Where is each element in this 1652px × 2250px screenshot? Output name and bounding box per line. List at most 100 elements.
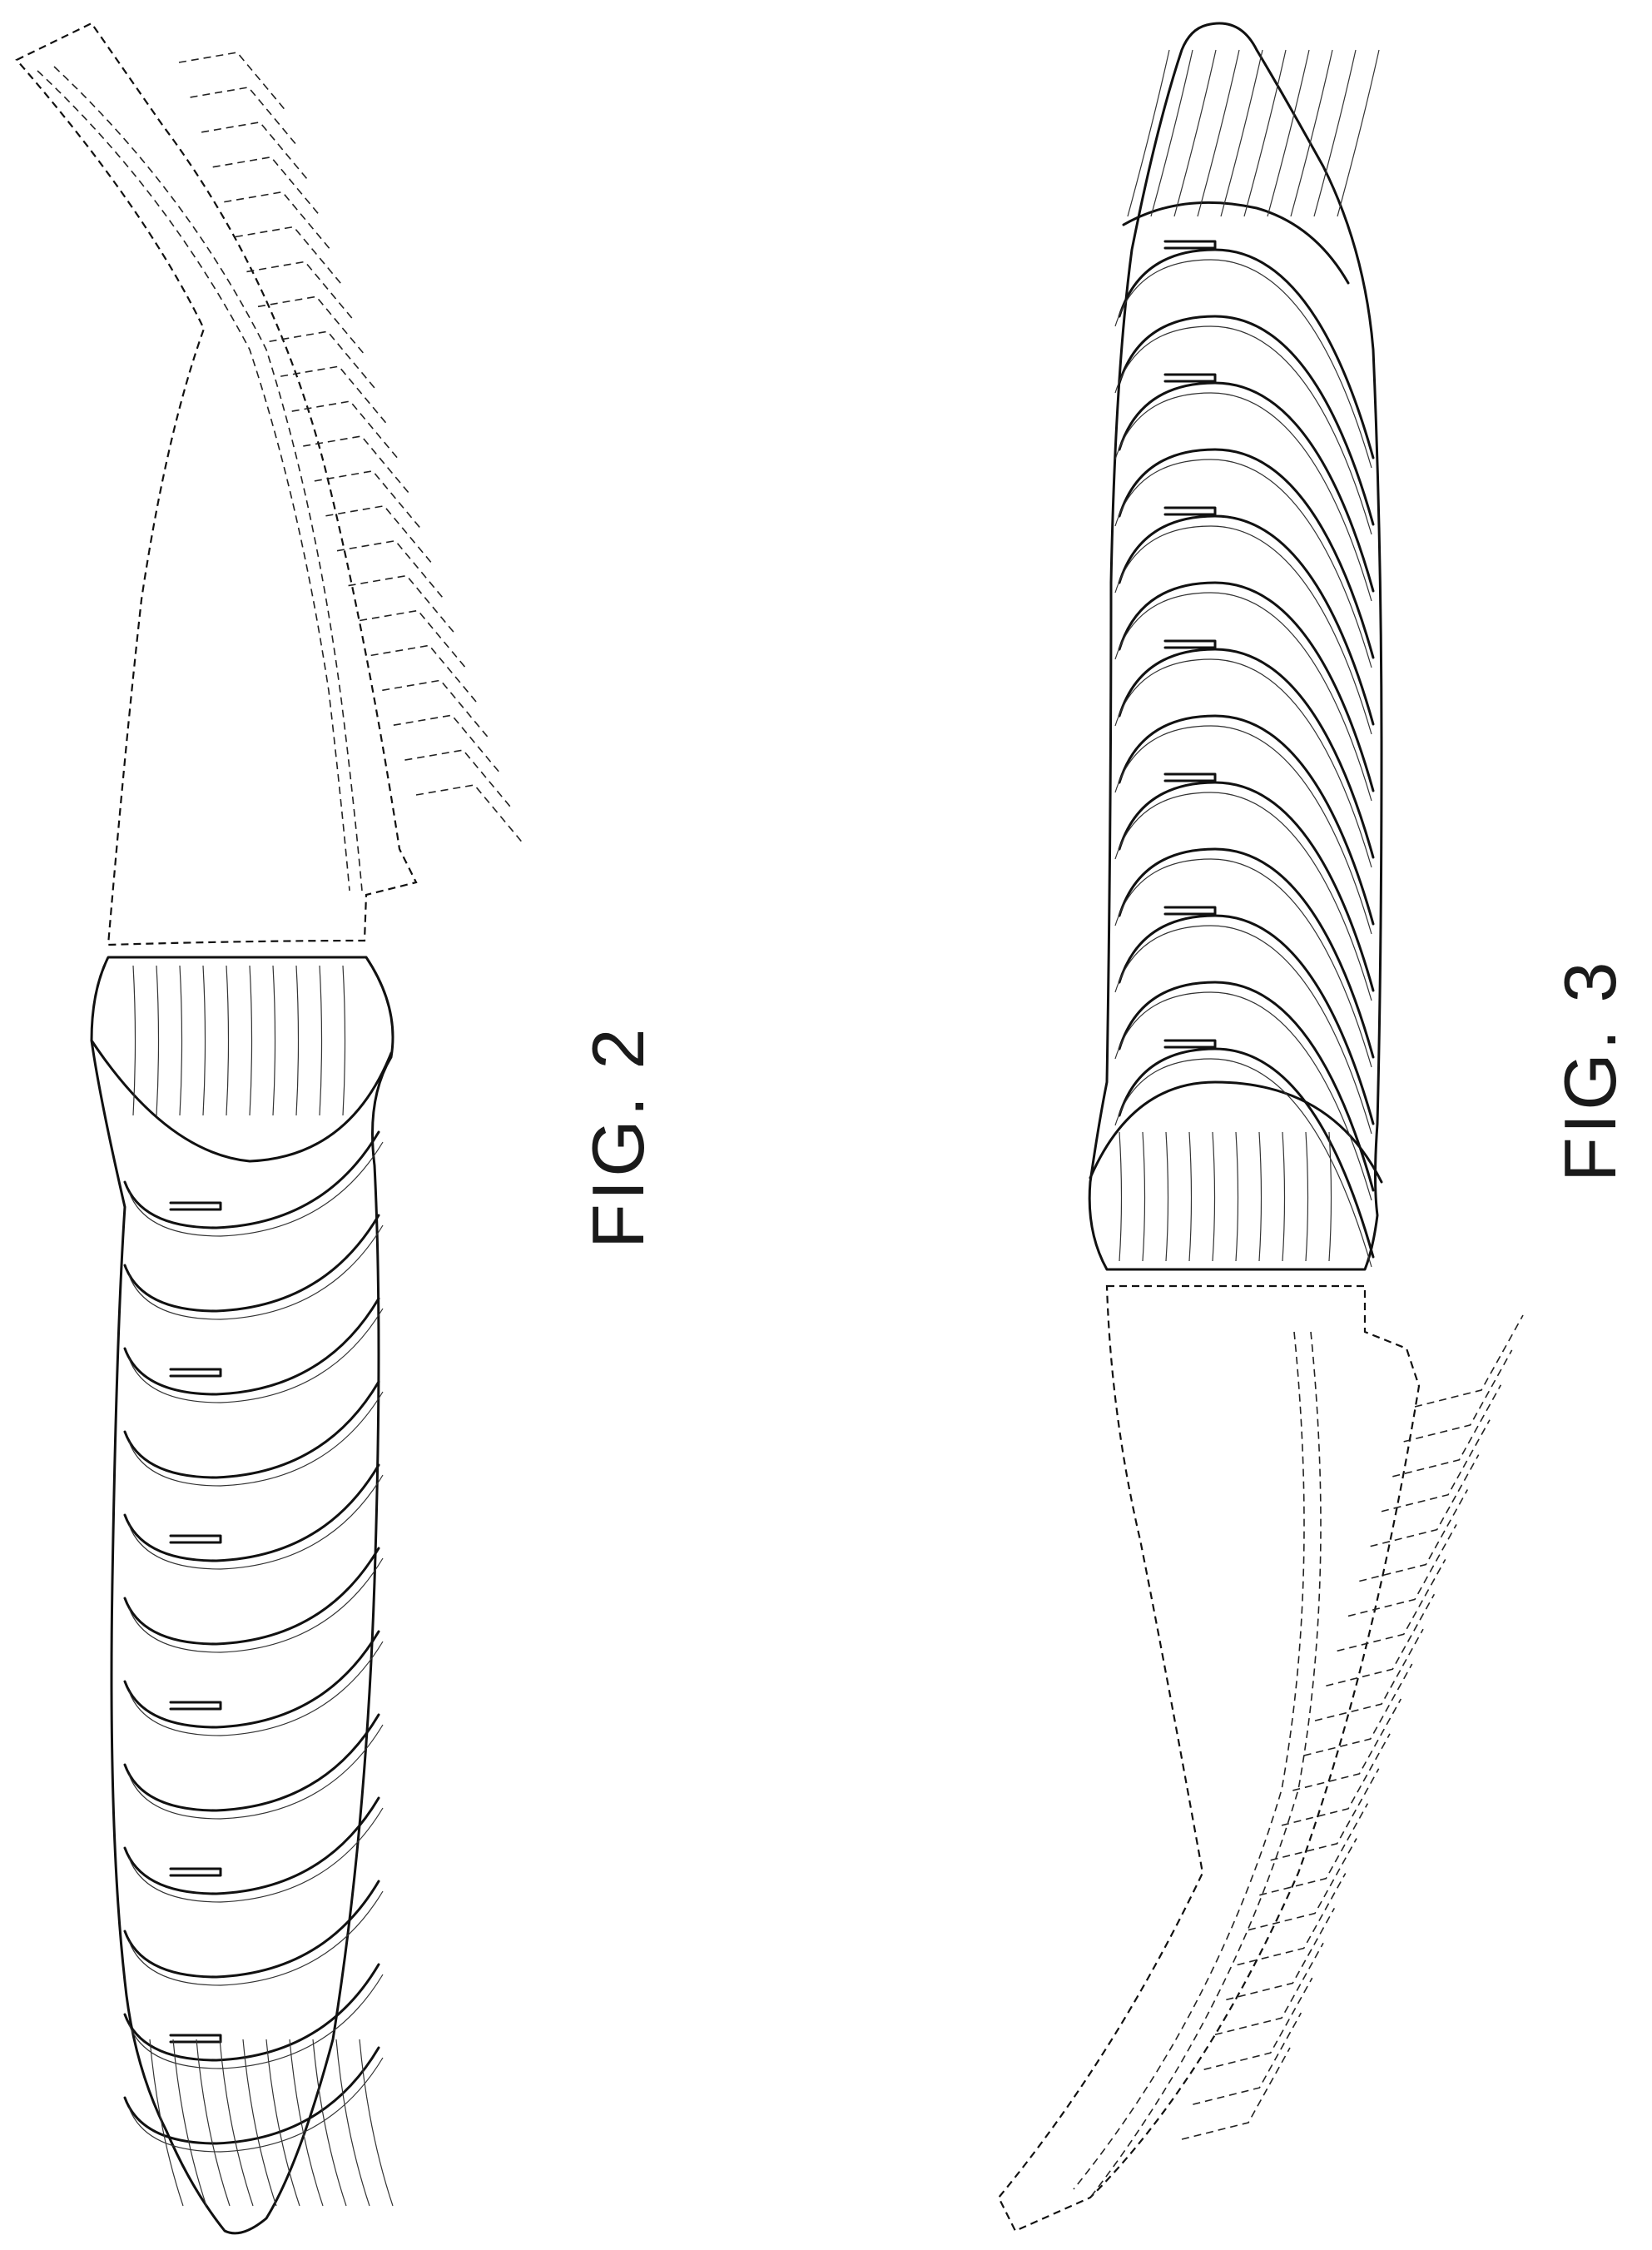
fig3-groove	[1119, 1049, 1373, 1257]
fig3-groove-edge	[1115, 792, 1372, 1001]
fig3-groove	[1119, 982, 1373, 1190]
fig2-hatch-line	[360, 2039, 393, 2206]
fig2-bristle	[270, 331, 378, 391]
fig2-bristle	[213, 157, 321, 217]
fig3-hatch-line	[1244, 50, 1286, 216]
fig3-slot	[1165, 907, 1215, 914]
fig3-hatch-line	[1198, 50, 1239, 216]
fig2-hatch-line	[203, 966, 206, 1115]
fig3-groove	[1119, 250, 1373, 458]
fig2-grip-grooves	[125, 1132, 383, 2152]
fig3-groove	[1119, 450, 1373, 658]
fig3-slot	[1165, 774, 1215, 781]
fig3-groove-edge	[1115, 992, 1372, 1200]
fig2-groove	[125, 1798, 379, 1894]
fig2-bristle	[382, 680, 490, 740]
fig2-slot	[171, 1536, 221, 1542]
fig2-bristle	[191, 87, 299, 147]
fig3-groove	[1119, 383, 1373, 591]
fig2-groove	[125, 1215, 379, 1311]
fig3-hatch-line	[1282, 1132, 1285, 1261]
fig3-bristles	[1182, 1315, 1523, 2139]
fig3-groove-edge	[1115, 726, 1372, 934]
fig2-hatch-line	[250, 966, 252, 1115]
fig3-bristle	[1415, 1315, 1523, 1407]
fig3-slot	[1165, 641, 1215, 648]
fig2-bristle	[325, 506, 434, 566]
fig2-hatch-line	[156, 966, 159, 1115]
fig2-bristle	[360, 610, 468, 670]
fig2-brush-head	[17, 23, 524, 945]
fig3-slot	[1165, 1041, 1215, 1047]
fig2-groove	[125, 1548, 379, 1644]
fig2-groove	[125, 1465, 379, 1561]
fig3-groove-edge	[1115, 260, 1372, 468]
fig3-hatch-line	[1259, 1132, 1262, 1261]
fig3-groove	[1119, 316, 1373, 524]
fig2-groove	[125, 1132, 379, 1228]
fig3-hatch-line	[1221, 50, 1263, 216]
fig3-groove-edge	[1115, 593, 1372, 801]
fig3-groove	[1119, 516, 1373, 724]
fig2-bristles	[179, 52, 524, 845]
fig3-groove	[1119, 849, 1373, 1057]
fig2-drawing	[17, 23, 524, 2233]
fig3-slot	[1165, 241, 1215, 248]
fig3-groove-edge	[1115, 526, 1372, 734]
fig3-groove	[1119, 916, 1373, 1124]
fig2-groove	[125, 1299, 379, 1394]
fig3-groove	[1119, 782, 1373, 991]
fig2-slot	[171, 1869, 221, 1875]
fig3-hatch-line	[1329, 1132, 1332, 1261]
fig3-grip-slots	[1165, 241, 1215, 1047]
fig2-hatch-line	[313, 2039, 346, 2206]
fig3-hatch-line	[1306, 1132, 1308, 1261]
fig3-drawing	[999, 23, 1523, 2231]
fig3-hatch-line	[1166, 1132, 1168, 1261]
fig3-slot	[1165, 508, 1215, 514]
fig2-hatch-line	[336, 2039, 370, 2206]
fig2-bristle	[236, 227, 344, 287]
fig2-hatch-line	[226, 966, 229, 1115]
fig2-groove	[125, 1964, 379, 2060]
fig3-groove-edge	[1115, 659, 1372, 867]
fig3-groove-edge	[1115, 859, 1372, 1067]
fig2-slot	[171, 1369, 221, 1376]
fig3-hatch-line	[1189, 1132, 1192, 1261]
fig3-groove-edge	[1115, 1059, 1372, 1267]
fig2-hatch-line	[296, 966, 299, 1115]
fig3-hatch-line	[1119, 1132, 1122, 1261]
fig2-hatch-line	[320, 966, 322, 1115]
fig2-hatch-line	[343, 966, 345, 1115]
fig3-groove-edge	[1115, 326, 1372, 534]
fig3-groove-edge	[1115, 393, 1372, 601]
fig2-groove	[125, 1382, 379, 1478]
fig2-slot	[171, 2035, 221, 2042]
fig3-hatch-line	[1337, 50, 1379, 216]
fig3-brush-head	[999, 1286, 1523, 2231]
fig2-bristle	[349, 576, 457, 636]
fig2-shading-lines	[133, 966, 393, 2206]
fig3-slot	[1165, 375, 1215, 381]
fig2-bristle	[315, 471, 423, 531]
fig2-bristle	[394, 715, 502, 775]
fig2-bristle	[404, 750, 513, 810]
fig2-bristle	[416, 785, 524, 845]
fig3-hatch-line	[1291, 50, 1332, 216]
fig2-hatch-line	[273, 966, 275, 1115]
fig2-bristle	[179, 52, 287, 112]
fig2-slot	[171, 1702, 221, 1709]
fig3-hatch-line	[1128, 50, 1169, 216]
fig3-hatch-line	[1143, 1132, 1145, 1261]
fig2-hatch-line	[220, 2039, 253, 2206]
fig3-hatch-line	[1174, 50, 1216, 216]
fig2-handle	[92, 957, 393, 2233]
fig2-groove	[125, 1715, 379, 1810]
fig3-handle	[1089, 23, 1382, 1269]
fig2-groove	[125, 1632, 379, 1727]
fig2-grip-slots	[171, 1203, 221, 2042]
fig3-hatch-line	[1213, 1132, 1215, 1261]
fig3-grip-grooves	[1115, 250, 1373, 1267]
fig3-groove	[1119, 649, 1373, 857]
